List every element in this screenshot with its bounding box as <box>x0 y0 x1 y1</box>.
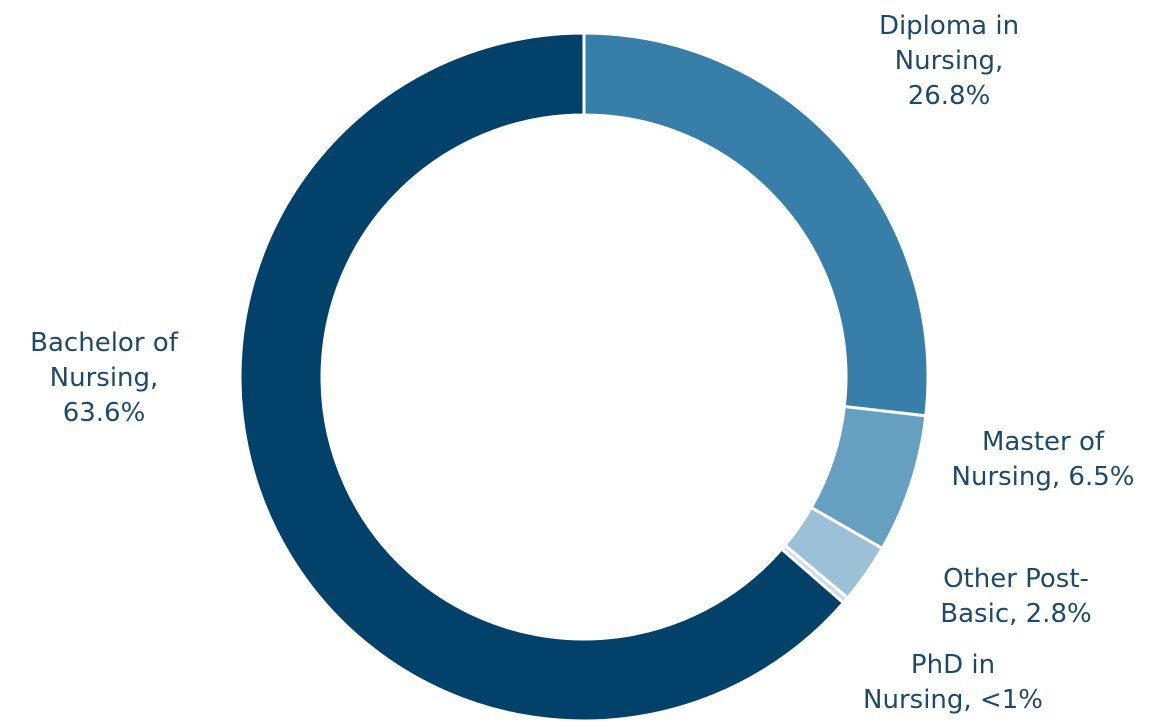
slice-label-line: Bachelor of <box>30 328 179 358</box>
slice-label-master-of-nursing: Master of Nursing, 6.5% <box>952 427 1135 492</box>
slice-label-line: 63.6% <box>63 398 146 428</box>
slice-label-line: Master of <box>982 427 1105 457</box>
slice-bachelor-of-nursing <box>238 31 846 721</box>
slice-labels: Diploma in Nursing, 26.8% Master of Nursing,… <box>30 11 1134 715</box>
slice-label-line: Other Post- <box>943 564 1089 594</box>
slice-label-line: Basic, 2.8% <box>940 599 1091 629</box>
slice-label-line: Nursing, <1% <box>863 685 1043 715</box>
slice-label-other-post-basic: Other Post- Basic, 2.8% <box>940 564 1091 629</box>
slice-label-line: Nursing, <box>50 363 159 393</box>
slice-label-phd-in-nursing: PhD in Nursing, <1% <box>863 650 1043 715</box>
slice-diploma-in-nursing <box>582 31 930 418</box>
donut-slices <box>238 31 930 721</box>
slice-label-line: Nursing, 6.5% <box>952 462 1135 492</box>
slice-label-diploma-in-nursing: Diploma in Nursing, 26.8% <box>879 11 1019 111</box>
slice-label-line: 26.8% <box>908 81 991 111</box>
slice-label-line: Diploma in <box>879 11 1019 41</box>
slice-label-line: PhD in <box>911 650 995 680</box>
slice-label-bachelor-of-nursing: Bachelor of Nursing, 63.6% <box>30 328 179 428</box>
slice-label-line: Nursing, <box>895 46 1004 76</box>
